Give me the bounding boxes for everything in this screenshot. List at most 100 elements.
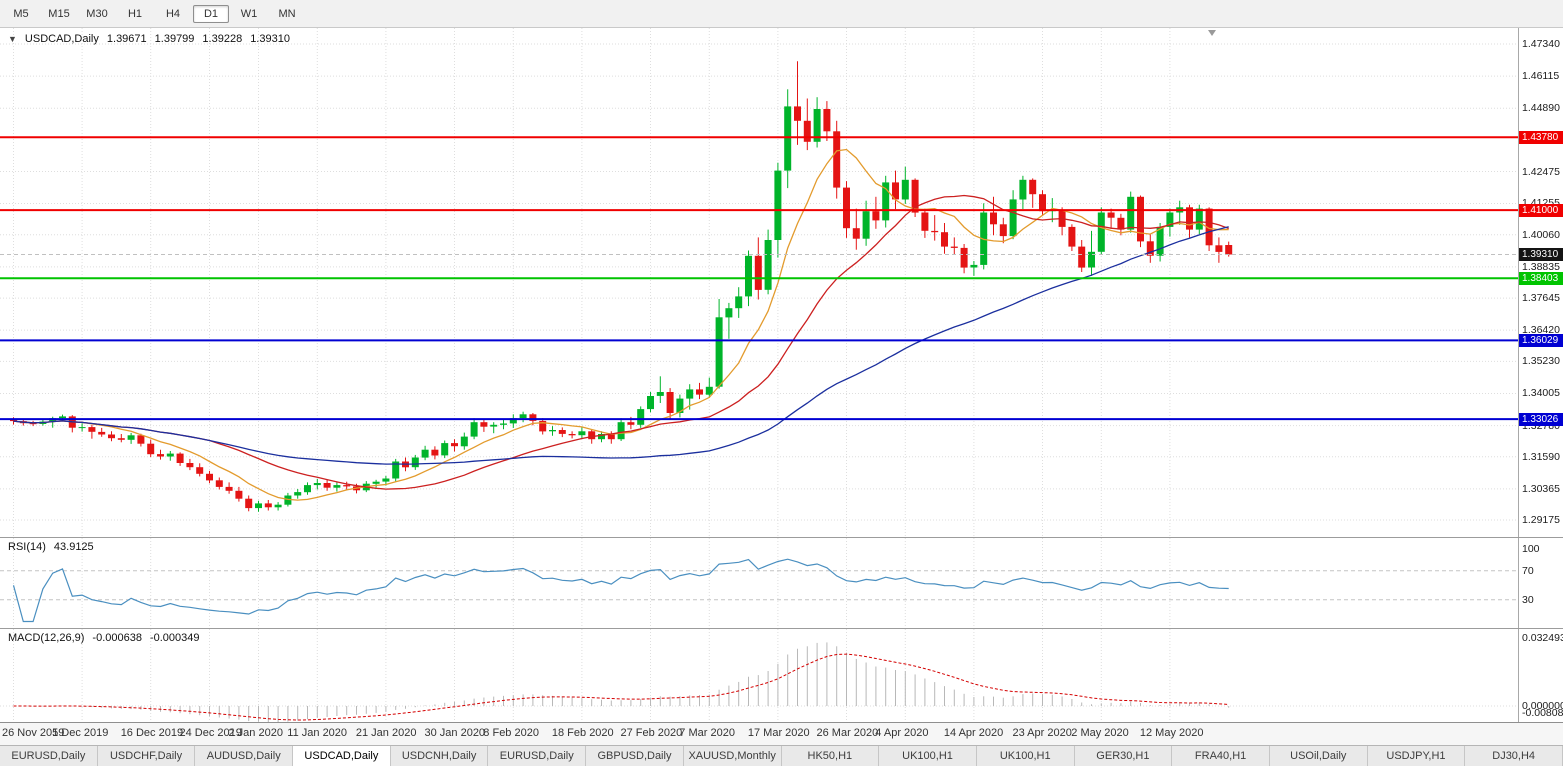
timeframe-w1-button[interactable]: W1	[240, 7, 258, 20]
time-axis-label: 27 Feb 2020	[620, 727, 683, 739]
price-line-badge[interactable]: 1.33026	[1519, 412, 1563, 426]
axis-label: 1.29175	[1522, 514, 1560, 527]
macd-panel: MACD(12,26,9) -0.000638 -0.000349 0.0324…	[0, 628, 1563, 722]
chart-tab-eurusd-daily[interactable]: EURUSD,Daily	[488, 746, 587, 766]
time-axis-label: 21 Jan 2020	[355, 727, 417, 739]
ma-line-8	[13, 148, 1229, 501]
axis-label: 1.36420	[1522, 324, 1560, 337]
timeframe-m15-button[interactable]: M15	[48, 7, 70, 20]
time-axis-label: 18 Feb 2020	[551, 727, 614, 739]
macd-axis[interactable]: 0.032493 0.000000-0.008080	[1518, 629, 1563, 722]
chart-tab-usdjpy-h1[interactable]: USDJPY,H1	[1368, 746, 1466, 766]
candles-layer	[10, 61, 1233, 512]
chart-tab-fra40-h1[interactable]: FRA40,H1	[1172, 746, 1270, 766]
axis-label: 1.31590	[1522, 450, 1560, 463]
current-price-badge: 1.39310	[1519, 247, 1563, 261]
time-axis-label: 8 Feb 2020	[483, 727, 539, 739]
macd-plot[interactable]: MACD(12,26,9) -0.000638 -0.000349	[0, 629, 1518, 722]
axis-label: -0.008080	[1522, 707, 1563, 719]
price-line-badge[interactable]: 1.36029	[1519, 333, 1563, 347]
price-chart-panel: ▼ USDCAD,Daily 1.39671 1.39799 1.39228 1…	[0, 28, 1563, 537]
time-axis-label: 4 Apr 2020	[875, 727, 929, 739]
axis-label: 1.44890	[1522, 102, 1560, 115]
chart-tab-audusd-daily[interactable]: AUDUSD,Daily	[195, 746, 294, 766]
ma-line-21	[13, 194, 1229, 490]
price-axis[interactable]: 1.473401.461151.448901.424751.412551.400…	[1518, 28, 1563, 537]
chart-tab-xauusd-monthly[interactable]: XAUUSD,Monthly	[684, 746, 782, 766]
chart-tab-hk50-h1[interactable]: HK50,H1	[782, 746, 880, 766]
time-axis-label: 26 Mar 2020	[816, 727, 879, 739]
macd-title: MACD(12,26,9)	[8, 632, 85, 644]
time-axis-label: 26 Nov 2019	[2, 727, 65, 739]
time-axis-label: 16 Dec 2019	[120, 727, 184, 739]
price-line-badge[interactable]: 1.43780	[1519, 130, 1563, 144]
close-value: 1.39310	[250, 33, 290, 45]
axis-label: 70	[1522, 564, 1534, 577]
time-axis-label: 17 Mar 2020	[747, 727, 810, 739]
axis-label: 1.40060	[1522, 228, 1560, 241]
macd-histogram	[22, 642, 1230, 722]
time-axis[interactable]: 26 Nov 2019 5 Dec 2019 16 Dec 2019 24 Dec 2…	[0, 722, 1563, 745]
ma-line-55	[13, 226, 1229, 465]
chart-tab-usdcad-daily[interactable]: USDCAD,Daily	[293, 746, 391, 766]
timeframe-mn-button[interactable]: MN	[278, 7, 296, 20]
time-axis-label: 2 May 2020	[1071, 727, 1129, 739]
time-axis-label: 7 Mar 2020	[679, 727, 735, 739]
axis-label: 1.34005	[1522, 387, 1560, 400]
macd-header: MACD(12,26,9) -0.000638 -0.000349	[8, 632, 200, 644]
chart-dropdown-icon[interactable]: ▼	[8, 34, 17, 44]
axis-label: 1.30365	[1522, 482, 1560, 495]
chart-tab-gbpusd-daily[interactable]: GBPUSD,Daily	[586, 746, 684, 766]
axis-label: 1.37645	[1522, 292, 1560, 305]
symbol-title: USDCAD,Daily	[24, 33, 99, 45]
axis-label: 0.032493	[1522, 631, 1563, 644]
rsi-value: 43.9125	[53, 541, 94, 553]
timeframe-d1-button[interactable]: D1	[193, 4, 229, 23]
chart-header: ▼ USDCAD,Daily 1.39671 1.39799 1.39228 1…	[8, 33, 290, 45]
axis-label: 1.38835	[1522, 260, 1560, 273]
timeframe-h4-button[interactable]: H4	[165, 7, 181, 20]
open-value: 1.39671	[106, 33, 147, 45]
time-axis-label: 14 Apr 2020	[943, 727, 1004, 739]
axis-label: 30	[1522, 593, 1534, 606]
axis-label: 1.42475	[1522, 165, 1560, 178]
chart-tab-usoil-daily[interactable]: USOil,Daily	[1270, 746, 1368, 766]
time-axis-label: 2 Jan 2020	[228, 727, 283, 739]
chart-tab-eurusd-daily[interactable]: EURUSD,Daily	[0, 746, 98, 766]
axis-label: 1.35230	[1522, 355, 1560, 368]
low-value: 1.39228	[202, 33, 243, 45]
axis-label: 0.000000	[1522, 700, 1563, 712]
time-axis-label: 12 May 2020	[1139, 727, 1204, 739]
axis-label: 1.47340	[1522, 38, 1560, 50]
rsi-header: RSI(14) 43.9125	[8, 541, 94, 553]
chart-shift-marker[interactable]	[1208, 30, 1216, 36]
chart-tab-ger30-h1[interactable]: GER30,H1	[1075, 746, 1173, 766]
timeframe-h1-button[interactable]: H1	[127, 7, 143, 20]
time-axis-label: 23 Apr 2020	[1012, 727, 1072, 739]
price-chart-plot[interactable]: ▼ USDCAD,Daily 1.39671 1.39799 1.39228 1…	[0, 28, 1518, 537]
rsi-title: RSI(14)	[8, 541, 46, 553]
rsi-panel: RSI(14) 43.9125 100 70 30	[0, 537, 1563, 628]
axis-label: 100	[1522, 543, 1540, 555]
macd-signal-line	[13, 653, 1229, 721]
timeframe-m5-button[interactable]: M5	[13, 7, 29, 20]
price-line-badge[interactable]: 1.41000	[1519, 203, 1563, 217]
timeframe-m30-button[interactable]: M30	[86, 7, 108, 20]
timeframe-toolbar: M5 M15 M30 H1 H4 D1 W1 MN	[0, 0, 1563, 28]
chart-tab-usdcnh-daily[interactable]: USDCNH,Daily	[391, 746, 489, 766]
chart-tab-usdchf-daily[interactable]: USDCHF,Daily	[98, 746, 196, 766]
rsi-line	[12, 558, 1229, 623]
high-value: 1.39799	[154, 33, 195, 45]
chart-tab-uk100-h1[interactable]: UK100,H1	[977, 746, 1075, 766]
axis-label: 1.46115	[1522, 70, 1560, 83]
rsi-plot[interactable]: RSI(14) 43.9125	[0, 538, 1518, 628]
macd-signal-value: -0.000349	[149, 632, 200, 644]
chart-tab-dj30-h4[interactable]: DJ30,H4	[1465, 746, 1563, 766]
time-axis-label: 24 Dec 2019	[179, 727, 242, 739]
chart-tab-uk100-h1[interactable]: UK100,H1	[879, 746, 977, 766]
price-line-badge[interactable]: 1.38403	[1519, 271, 1563, 285]
macd-main-value: -0.000638	[92, 632, 142, 644]
time-axis-label: 11 Jan 2020	[287, 727, 348, 739]
rsi-axis[interactable]: 100 70 30	[1518, 538, 1563, 628]
